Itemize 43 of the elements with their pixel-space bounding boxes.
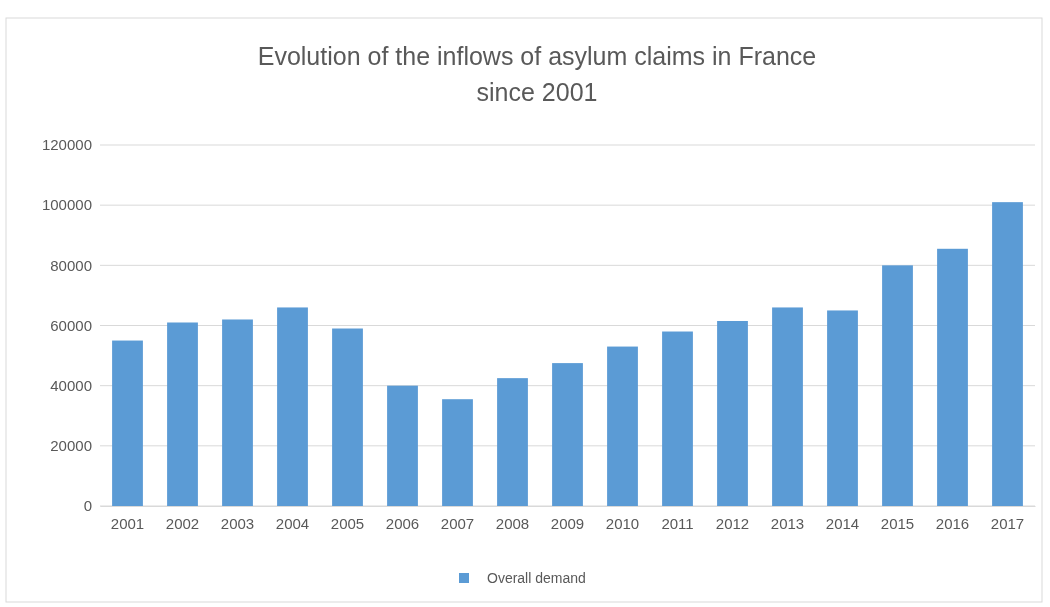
y-tick-label: 120000 bbox=[41, 136, 92, 154]
x-tick-label: 2014 bbox=[825, 514, 860, 532]
x-tick-label: 2006 bbox=[385, 514, 420, 532]
bar bbox=[222, 319, 253, 506]
y-tick-label: 20000 bbox=[50, 437, 92, 455]
chart-title: Evolution of the inflows of asylum claims in France since 2001 bbox=[257, 42, 817, 106]
y-tick-label: 100000 bbox=[41, 196, 92, 214]
bar bbox=[552, 363, 583, 506]
x-tick-label: 2017 bbox=[990, 514, 1025, 532]
bar bbox=[662, 331, 693, 506]
x-tick-label: 2015 bbox=[880, 514, 915, 532]
x-tick-label: 2011 bbox=[661, 514, 694, 532]
x-tick-label: 2005 bbox=[330, 514, 365, 532]
bar bbox=[277, 307, 308, 506]
x-tick-label: 2007 bbox=[440, 514, 475, 532]
bar bbox=[717, 320, 748, 506]
x-tick-label: 2010 bbox=[605, 514, 640, 532]
y-tick-label: 80000 bbox=[50, 256, 92, 274]
bar bbox=[937, 248, 968, 506]
bar bbox=[332, 328, 363, 506]
bar bbox=[607, 346, 638, 506]
y-tick-label: 40000 bbox=[50, 376, 92, 394]
bar bbox=[497, 378, 528, 506]
bar bbox=[442, 399, 473, 506]
x-tick-label: 2003 bbox=[220, 514, 255, 532]
x-tick-label: 2002 bbox=[165, 514, 200, 532]
x-tick-label: 2013 bbox=[770, 514, 805, 532]
bar bbox=[827, 310, 858, 506]
bar bbox=[992, 202, 1023, 506]
bar bbox=[387, 385, 418, 506]
y-tick-label: 60000 bbox=[50, 316, 92, 334]
bar bbox=[112, 340, 143, 506]
x-tick-label: 2001 bbox=[110, 514, 145, 532]
x-tick-label: 2016 bbox=[935, 514, 970, 532]
legend-label: Overall demand bbox=[487, 570, 586, 586]
bar bbox=[882, 265, 913, 506]
bar bbox=[167, 322, 198, 506]
x-tick-label: 2008 bbox=[495, 514, 530, 532]
y-tick-label: 0 bbox=[83, 497, 92, 515]
x-tick-label: 2004 bbox=[275, 514, 310, 532]
bar bbox=[772, 307, 803, 506]
x-tick-label: 2009 bbox=[550, 514, 585, 532]
x-tick-label: 2012 bbox=[715, 514, 750, 532]
